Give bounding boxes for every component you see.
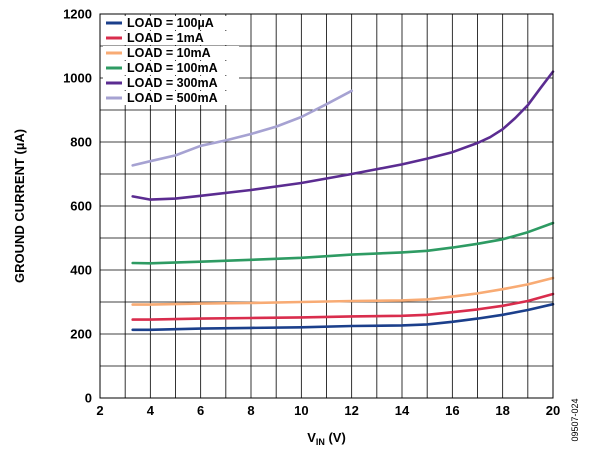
y-tick-label: 600 — [70, 199, 92, 214]
legend-label: LOAD = 1mA — [127, 31, 204, 45]
legend-bg — [103, 76, 239, 90]
series-lines — [131, 70, 555, 332]
legend-label: LOAD = 100µA — [127, 16, 214, 30]
x-tick-label: 2 — [96, 403, 103, 418]
figure-id: 09507-024 — [570, 398, 580, 441]
x-tick-label: 20 — [546, 403, 560, 418]
legend-label: LOAD = 10mA — [127, 46, 211, 60]
y-tick-label: 800 — [70, 135, 92, 150]
x-tick-label: 18 — [495, 403, 509, 418]
series-line-3 — [131, 276, 555, 306]
x-axis-label: VIN (V) — [307, 430, 346, 447]
legend-bg — [103, 16, 239, 30]
y-tick-label: 200 — [70, 327, 92, 342]
y-tick-label: 400 — [70, 263, 92, 278]
y-axis-label: GROUND CURRENT (µA) — [12, 129, 27, 283]
legend-bg — [103, 46, 239, 60]
x-tick-label: 12 — [344, 403, 358, 418]
series-line-5 — [131, 70, 555, 201]
x-tick-label: 4 — [147, 403, 155, 418]
x-tick-label: 8 — [247, 403, 254, 418]
series-line-1 — [131, 302, 555, 332]
grid — [100, 14, 553, 398]
series-line-6 — [131, 89, 353, 167]
legend-bg — [103, 31, 239, 45]
series-line-2 — [131, 292, 555, 321]
x-axis-label-subscript: IN — [316, 437, 325, 447]
x-tick-label: 6 — [197, 403, 204, 418]
x-tick-label: 16 — [445, 403, 459, 418]
legend-label: LOAD = 100mA — [127, 61, 218, 75]
x-axis-label-main: V — [307, 430, 316, 445]
plot-frame — [99, 13, 554, 399]
y-tick-label: 1000 — [63, 71, 92, 86]
x-tick-label: 14 — [395, 403, 410, 418]
legend-label: LOAD = 300mA — [127, 76, 218, 90]
legend-label: LOAD = 500mA — [127, 91, 218, 105]
series-line-4 — [131, 221, 555, 265]
x-tick-label: 10 — [294, 403, 308, 418]
legend-bg — [103, 91, 239, 105]
y-tick-label: 1200 — [63, 7, 92, 22]
y-tick-label: 0 — [85, 391, 92, 406]
legend-bg — [103, 61, 239, 75]
x-axis-label-unit: (V) — [325, 430, 346, 445]
